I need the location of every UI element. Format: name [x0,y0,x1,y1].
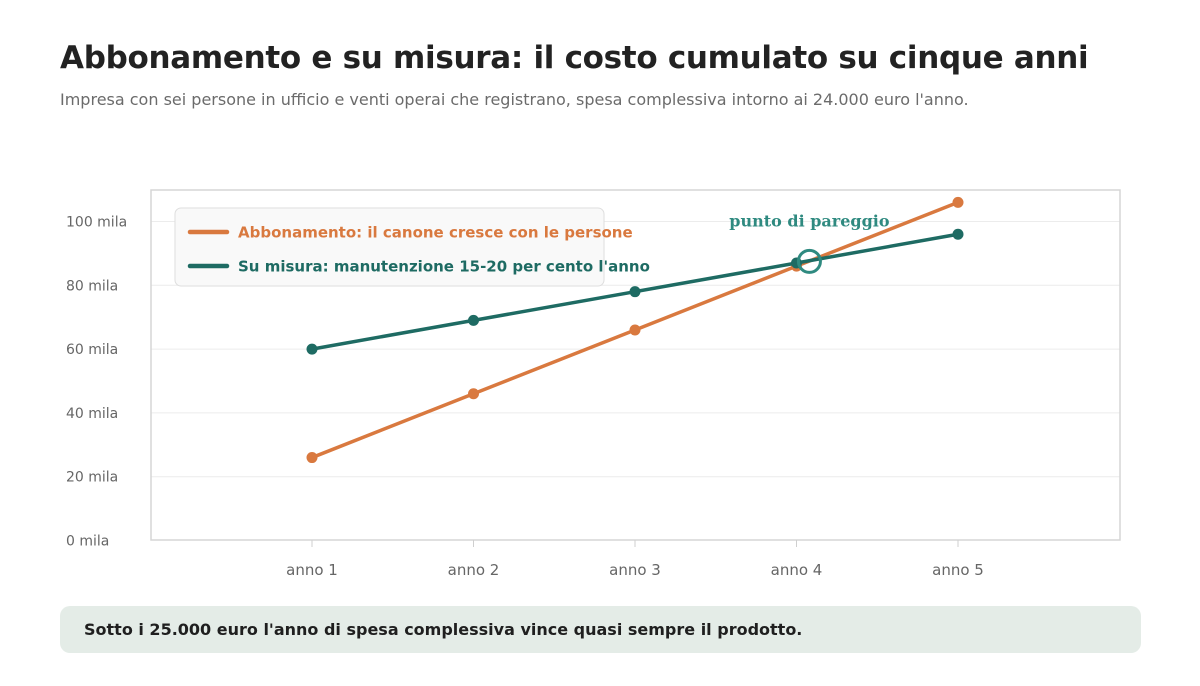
legend-label-1: Abbonamento: il canone cresce con le per… [238,224,633,242]
x-tick-label: anno 4 [771,561,823,579]
data-point [468,388,479,400]
data-point [952,196,964,208]
annotation-layer: punto di pareggio [729,211,890,274]
y-tick-label: 60 mila [66,342,118,358]
x-tick-label: anno 1 [286,561,338,579]
footer-note: Sotto i 25.000 euro l'anno di spesa comp… [84,620,803,639]
data-point [306,343,318,355]
y-tick-label: 80 mila [66,278,118,294]
data-point [629,286,641,298]
chart-subtitle: Impresa con sei persone in ufficio e ven… [60,90,969,109]
legend-box [174,207,605,287]
chart-title: Abbonamento e su misura: il costo cumula… [60,40,1089,76]
data-point [306,452,318,464]
legend: Abbonamento: il canone cresce con le per… [174,207,650,287]
y-tick-label: 100 mila [66,215,127,231]
footer-callout: Sotto i 25.000 euro l'anno di spesa comp… [60,606,1141,653]
x-axis-ticks: anno 1 anno 2 anno 3 anno 4 anno 5 [286,540,984,579]
data-point [629,324,641,336]
y-tick-label: 20 mila [66,470,118,486]
data-point [952,228,964,240]
x-tick-label: anno 2 [448,561,500,579]
breakeven-marker [796,248,822,274]
data-point [468,314,479,326]
y-axis-ticks: 0 mila 20 mila 40 mila 60 mila 80 mila 100 mi… [66,215,127,550]
y-tick-label: 40 mila [66,406,118,422]
breakeven-label: punto di pareggio [729,211,890,230]
legend-label-2: Su misura: manutenzione 15-20 per cento … [238,258,650,276]
y-tick-label: 0 mila [66,534,109,550]
x-tick-label: anno 5 [932,561,984,579]
x-tick-label: anno 3 [609,561,661,579]
